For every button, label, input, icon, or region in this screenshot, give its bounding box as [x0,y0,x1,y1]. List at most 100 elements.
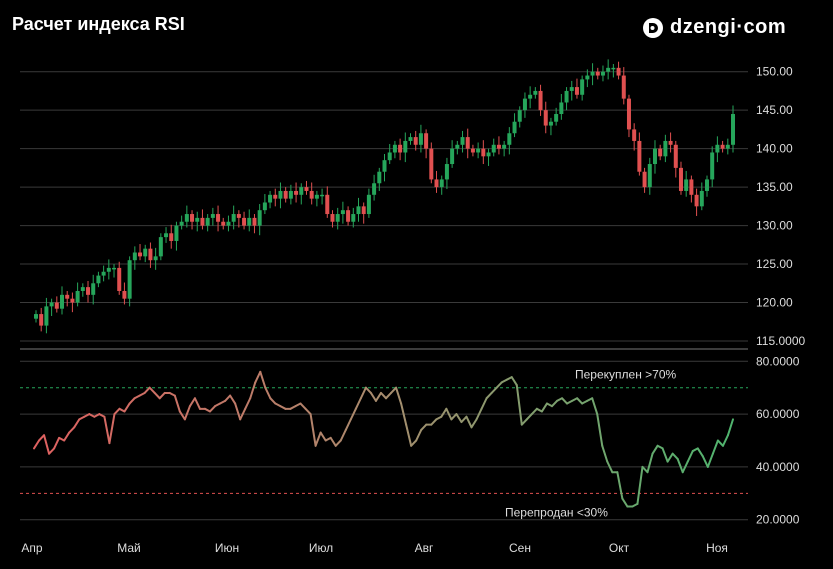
candle-body [444,164,449,180]
candle-body [351,214,356,222]
candle-body [684,179,689,191]
candle-body [273,194,278,199]
rsi-segment [158,391,166,400]
rsi-segment [445,407,453,421]
rsi-segment [661,447,669,463]
rsi-segment [349,407,357,421]
candle-body [574,87,579,95]
candle-body [564,90,569,103]
candle-body [434,179,439,188]
rsi-segment [485,391,493,400]
candle-body [580,79,585,95]
rsi-segment [450,413,458,421]
rsi-segment [440,407,448,418]
rsi-segment [455,413,463,424]
candle-body [710,152,715,180]
candle-body [632,129,637,141]
candle-body [96,275,101,284]
rsi-segment [480,397,488,410]
rsi-tick-label: 80.0000 [756,354,800,368]
candle-body [377,171,382,184]
rsi-segment [415,428,423,442]
rsi-segment [420,423,428,431]
candle-body [486,152,491,157]
rsi-segment [183,405,191,421]
rsi-segment [495,381,503,389]
candle-body [439,179,444,188]
candle-body [205,217,210,226]
candle-body [725,144,730,149]
candle-body [455,144,460,149]
price-tick-label: 115.0000 [756,334,805,348]
rsi-segment [616,471,624,500]
candle-body [242,217,247,226]
candle-body [252,217,257,226]
rsi-segment [319,431,327,442]
rsi-segment [606,460,614,474]
candle-body [372,183,377,195]
candle-body [226,221,231,226]
candle-body [559,102,564,115]
rsi-segment [400,402,408,426]
rsi-segment [405,423,413,447]
rsi-segment [716,439,724,447]
rsi-segment [33,439,41,450]
x-axis: Апр Май Июн Июл Авг Сен Окт Ноя [21,541,728,555]
rsi-segment [430,418,438,426]
rsi-segment [651,444,659,455]
candle-body [101,271,106,276]
candle-body [288,190,293,199]
x-tick-label: Июл [309,541,333,555]
price-tick-label: 120.00 [756,296,793,310]
candle-body [689,179,694,195]
rsi-segment [540,402,548,413]
candle-body [611,67,616,70]
rsi-tick-label: 20.0000 [756,513,800,527]
rsi-segment [143,386,151,394]
candle-body [626,98,631,130]
rsi-segment [244,397,252,410]
rsi-segment [621,497,629,508]
candle-body [112,267,117,270]
rsi-segment [108,413,116,445]
rsi-segment [671,452,679,460]
candle-body [450,148,455,165]
rsi-segment [721,434,729,447]
candle-body [49,302,54,307]
candle-body [600,71,605,76]
rsi-segment [676,457,684,474]
candle-body [127,260,132,299]
rsi-segment [706,452,714,468]
rsi-segment [224,394,232,402]
rsi-segment [711,439,719,455]
rsi-segment [304,407,312,416]
rsi-segment [576,397,584,405]
candle-body [408,137,413,141]
rsi-segment [63,431,71,442]
candle-body [382,160,387,172]
candle-body [470,148,475,153]
candle-body [257,210,262,226]
price-candles [34,59,735,334]
candle-body [590,71,595,76]
oversold-label: Перепродан <30% [505,505,608,519]
rsi-segment [465,415,473,429]
x-tick-label: Окт [609,541,630,555]
rsi-segment [696,447,704,458]
candle-body [231,214,236,222]
rsi-segment [264,386,272,400]
rsi-segment [193,397,201,410]
price-tick-label: 125.00 [756,257,793,271]
candle-body [418,133,423,145]
x-tick-label: Апр [21,541,43,555]
candle-body [325,194,330,215]
candle-body [481,148,486,157]
rsi-segment [128,397,136,405]
candle-body [60,294,65,309]
x-tick-label: Авг [415,541,434,555]
rsi-segment [239,407,247,421]
candle-body [262,202,267,211]
candle-body [174,225,179,241]
rsi-segment [359,386,367,400]
dzengi-logo-icon [643,17,663,38]
